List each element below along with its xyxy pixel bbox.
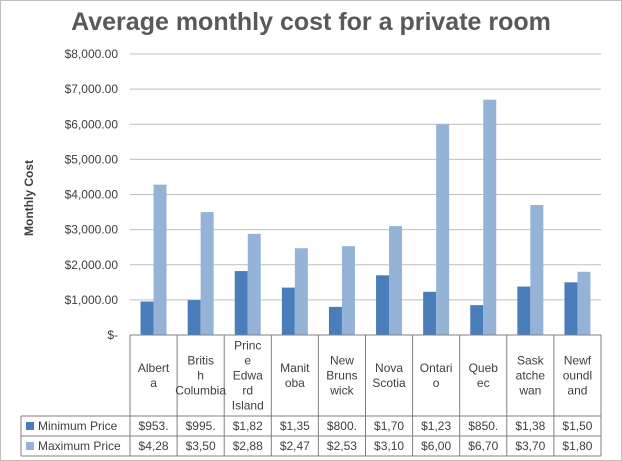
bar [294,248,308,335]
y-tick-label: $1,000.00 [65,293,119,307]
legend-key [26,422,34,430]
x-tick-label: Sask atche wan [516,354,546,398]
x-tick-label: New Bruns wick [326,354,357,398]
bar [483,99,497,335]
y-tick-label: $4,000.00 [65,188,119,202]
data-table-cell: $1,23 [421,419,451,433]
y-tick-label: $5,000.00 [65,152,119,166]
data-table-cell: $3,70 [515,439,545,453]
data-table-cell: $1,80 [562,439,592,453]
bar [281,287,295,335]
legend-key [26,442,34,450]
data-table-cell: $2,53 [327,439,357,453]
bar [328,306,342,335]
y-tick-label: $6,000.00 [65,117,119,131]
series-name: Maximum Price [38,439,121,453]
data-table-cell: $1,35 [280,419,310,433]
data-table-cell: $2,88 [233,439,263,453]
data-table-cell: $6,70 [468,439,498,453]
data-table-cell: $850. [468,419,498,433]
bar [423,291,437,335]
x-tick-label: Nova Scotia [372,361,406,390]
data-table-cell: $1,50 [562,419,592,433]
x-tick-label: Princ e Edwa rd Island [232,339,264,413]
bar [564,282,578,335]
bar [389,226,403,335]
bar [341,246,355,335]
x-tick-label: Queb ec [469,361,499,390]
series-name: Minimum Price [38,419,118,433]
chart-title: Average monthly cost for a private room [71,8,551,36]
bar [470,305,484,335]
x-tick-label: Ontari o [420,361,453,390]
bar [153,184,167,335]
data-table-cell: $3,50 [186,439,216,453]
x-tick-label: Newf oundl and [563,354,592,398]
x-tick-label: Albert a [138,361,170,390]
y-tick-label: $- [107,328,118,342]
bar [234,271,248,335]
y-tick-label: $8,000.00 [65,47,119,61]
bar [436,124,450,335]
bar [200,212,214,335]
bar [140,301,154,335]
data-table-cell: $953. [139,419,169,433]
data-table-cell: $2,47 [280,439,310,453]
data-table-cell: $1,70 [374,419,404,433]
bar [530,205,544,335]
data-table-cell: $3,10 [374,439,404,453]
bar [517,286,531,335]
bar [376,275,390,335]
data-table-cell: $995. [186,419,216,433]
x-tick-label: Britis h Columbia [175,354,226,398]
data-table-cell: $800. [327,419,357,433]
y-tick-label: $3,000.00 [65,223,119,237]
data-table-cell: $1,38 [515,419,545,433]
y-tick-label: $7,000.00 [65,82,119,96]
bar [577,271,591,335]
y-tick-label: $2,000.00 [65,258,119,272]
x-tick-label: Manit oba [280,361,310,390]
data-table-cell: $4,28 [139,439,169,453]
bar [247,233,261,335]
data-table-cell: $6,00 [421,439,451,453]
data-table-cell: $1,82 [233,419,263,433]
bar [187,300,201,335]
